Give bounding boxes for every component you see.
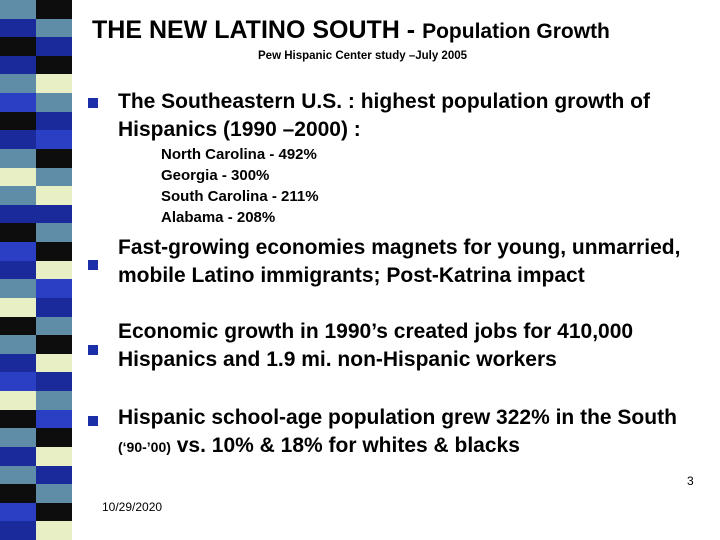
- stripe-tile: [0, 18, 36, 38]
- slide-title: THE NEW LATINO SOUTH - Population Growth: [92, 16, 712, 45]
- stripe-tile: [0, 428, 36, 448]
- title-main: THE NEW LATINO SOUTH -: [92, 16, 423, 44]
- stripe-tile: [36, 111, 72, 131]
- decorative-stripe: [0, 0, 72, 540]
- slide-date: 10/29/2020: [102, 500, 163, 514]
- stripe-tile: [36, 316, 72, 336]
- stripe-tile: [36, 130, 72, 150]
- stripe-tile: [36, 223, 72, 243]
- stripe-tile: [0, 521, 36, 540]
- bullet-2-text: Fast-growing economies magnets for young…: [118, 236, 681, 287]
- stripe-tile: [36, 204, 72, 224]
- bullet-1-text: The Southeastern U.S. : highest populati…: [118, 90, 650, 141]
- stripe-tile: [36, 74, 72, 94]
- stripe-tile: [0, 484, 36, 504]
- stripe-tile: [0, 391, 36, 411]
- stripe-tile: [0, 279, 36, 299]
- stripe-tile: [0, 0, 36, 20]
- stripe-tile: [0, 465, 36, 485]
- stripe-tile: [0, 372, 36, 392]
- stripe-tile: [0, 130, 36, 150]
- bullet-marker: [88, 260, 98, 270]
- stripe-tile: [36, 148, 72, 169]
- stripe-tile: [36, 372, 72, 392]
- stripe-tile: [0, 204, 36, 224]
- stripe-tile: [36, 18, 72, 38]
- stripe-tile: [0, 446, 36, 466]
- title-rest: Population Growth: [422, 20, 610, 43]
- list-item: South Carolina - 211%: [161, 188, 319, 205]
- slide-subtitle: Pew Hispanic Center study –July 2005: [258, 50, 468, 62]
- stripe-tile: [0, 223, 36, 243]
- stripe-tile: [0, 111, 36, 131]
- stripe-tile: [36, 409, 72, 429]
- bullet-4-text: Hispanic school-age population grew 322%…: [118, 404, 698, 461]
- stripe-tile: [0, 93, 36, 113]
- stripe-tile: [36, 55, 72, 75]
- list-item: Alabama - 208%: [161, 209, 276, 226]
- slide-number: 3: [687, 474, 694, 488]
- stripe-tile: [0, 260, 36, 280]
- state-growth-list: North Carolina - 492% Georgia - 300% Sou…: [161, 144, 319, 228]
- stripe-tile: [36, 0, 72, 20]
- bullet-3-text: Economic growth in 1990’s created jobs f…: [118, 320, 634, 371]
- stripe-tile: [36, 391, 72, 411]
- stripe-tile: [36, 353, 72, 373]
- stripe-tile: [36, 37, 72, 57]
- stripe-tile: [36, 167, 72, 187]
- bullet-marker: [88, 416, 98, 426]
- stripe-tile: [0, 316, 36, 336]
- bullet-4-part-a: Hispanic school-age population grew 322%…: [118, 406, 677, 429]
- stripe-tile: [36, 93, 72, 113]
- bullet-4-part-b: vs. 10% & 18% for whites & blacks: [170, 434, 520, 457]
- stripe-tile: [36, 465, 72, 485]
- stripe-tile: [36, 260, 72, 280]
- stripe-tile: [36, 428, 72, 448]
- stripe-tile: [0, 74, 36, 94]
- stripe-tile: [36, 186, 72, 206]
- stripe-tile: [0, 353, 36, 373]
- stripe-tile: [36, 242, 72, 262]
- list-item: Georgia - 300%: [161, 167, 270, 184]
- stripe-tile: [36, 335, 72, 355]
- stripe-tile: [0, 335, 36, 355]
- stripe-tile: [0, 502, 36, 522]
- bullet-marker: [88, 345, 98, 355]
- stripe-tile: [0, 148, 36, 169]
- stripe-tile: [0, 37, 36, 57]
- list-item: North Carolina - 492%: [161, 146, 317, 163]
- stripe-tile: [36, 297, 72, 318]
- bullet-marker: [88, 98, 98, 108]
- stripe-tile: [0, 297, 36, 318]
- stripe-tile: [36, 521, 72, 540]
- stripe-tile: [0, 242, 36, 262]
- stripe-tile: [0, 167, 36, 187]
- stripe-tile: [0, 409, 36, 429]
- bullet-4-years: (‘90-’00): [118, 439, 171, 455]
- stripe-tile: [0, 186, 36, 206]
- stripe-tile: [36, 279, 72, 299]
- stripe-tile: [36, 484, 72, 504]
- stripe-tile: [36, 446, 72, 466]
- stripe-tile: [36, 502, 72, 522]
- stripe-tile: [0, 55, 36, 75]
